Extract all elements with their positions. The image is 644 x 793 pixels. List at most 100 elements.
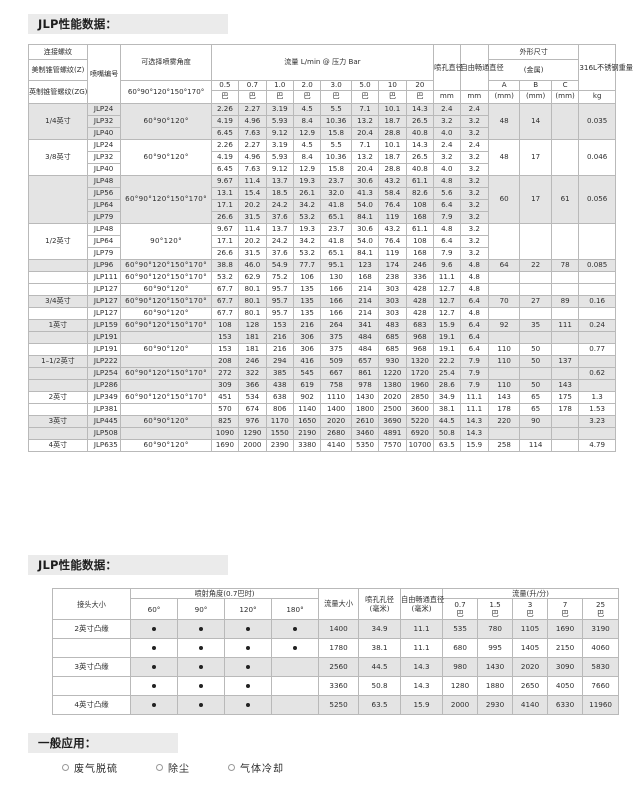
cell-flow-2: 95.7 bbox=[265, 306, 294, 320]
cell-dim-a: 92 bbox=[487, 318, 521, 332]
cell-flow-5: 41.3 bbox=[350, 186, 380, 200]
cell-dim-c bbox=[550, 306, 580, 320]
cell-dim-c: 61 bbox=[550, 174, 580, 224]
cell-connection-size: 3英寸凸缘 bbox=[52, 657, 131, 677]
cell-flow-7: 40.8 bbox=[405, 126, 435, 140]
cell-flow-0: 53.2 bbox=[210, 270, 240, 284]
cell-dim-a: 70 bbox=[487, 294, 521, 308]
cell-flow-3: 6330 bbox=[547, 695, 584, 715]
cell-angle-mark-1 bbox=[177, 676, 225, 696]
cell-angle-mark-0 bbox=[130, 638, 178, 658]
header-spray-angle-2: 喷射角度(0.7巴时) bbox=[129, 588, 320, 599]
cell-flow-2: 9.12 bbox=[265, 162, 294, 176]
cell-flow-3: 216 bbox=[292, 318, 322, 332]
cell-flow-0: 153 bbox=[210, 330, 240, 344]
cell-flow-1: 181 bbox=[238, 342, 267, 356]
cell-flow-3: 1650 bbox=[292, 414, 322, 428]
cell-flow-5: 978 bbox=[350, 378, 380, 392]
header-pressure-unit-2: 巴 bbox=[265, 89, 294, 104]
cell-nozzle-number: JLP191 bbox=[86, 330, 122, 344]
cell-flow-6: 119 bbox=[378, 210, 407, 224]
cell-flow-1: 11.4 bbox=[238, 222, 267, 236]
cell-angle-mark-2 bbox=[224, 676, 272, 696]
cell-flow-3: 135 bbox=[292, 282, 322, 296]
cell-free-pass: 15.9 bbox=[459, 438, 489, 452]
dot-marker-icon bbox=[152, 683, 156, 688]
header-weight: 316L不锈钢重量 bbox=[578, 44, 633, 91]
header-dim-c-unit: (mm) bbox=[550, 89, 580, 104]
cell-flow-7: 968 bbox=[405, 342, 435, 356]
cell-dim-a bbox=[487, 222, 521, 260]
cell-flow-5: 13.2 bbox=[350, 150, 380, 164]
header-pressure-unit-0: 巴 bbox=[210, 89, 240, 104]
cell-flow-0: 1090 bbox=[210, 426, 240, 440]
cell-flow-5: 30.6 bbox=[350, 174, 380, 188]
cell-dim-c bbox=[550, 426, 580, 440]
cell-flow-6: 3690 bbox=[378, 414, 407, 428]
table-row: JLP56 13.1 15.4 18.5 26.1 32.0 41.3 58.4 82.6 5.6… bbox=[29, 186, 616, 200]
cell-angle-mark-3 bbox=[270, 638, 320, 658]
cell-flow-2: 95.7 bbox=[265, 282, 294, 296]
cell-flow-3: 34.2 bbox=[292, 198, 322, 212]
cell-dim-b: 27 bbox=[519, 294, 552, 308]
cell-flow-1: 15.4 bbox=[238, 186, 267, 200]
header-free-pass-2-text: 自由畅通直径 bbox=[401, 594, 445, 604]
cell-flow-7: 246 bbox=[405, 258, 435, 272]
cell-dim-b bbox=[519, 282, 552, 296]
cell-dim-b: 50 bbox=[519, 354, 552, 368]
cell-dim-c bbox=[550, 222, 580, 260]
header-pressure-unit-4: 巴 bbox=[320, 89, 352, 104]
cell-flow-6: 7570 bbox=[378, 438, 407, 452]
cell-nozzle-number: JLP349 bbox=[86, 390, 122, 404]
cell-spray-angle: 60°90°120° bbox=[120, 438, 212, 452]
cell-free-pass: 2.4 bbox=[459, 102, 489, 116]
application-item-1: 除尘 bbox=[156, 760, 190, 775]
header-pressure-5: 5.0 bbox=[350, 80, 380, 91]
cell-thread-size bbox=[28, 258, 88, 272]
cell-flow-3: 53.2 bbox=[292, 210, 322, 224]
cell-flow-7: 428 bbox=[405, 282, 435, 296]
cell-weight bbox=[578, 426, 616, 440]
cell-dim-b bbox=[519, 222, 552, 260]
header-angle-90: 90° bbox=[177, 598, 225, 620]
cell-free-pass: 14.3 bbox=[400, 657, 444, 677]
cell-angle-mark-0 bbox=[130, 695, 178, 715]
cell-flow-1: 976 bbox=[238, 414, 267, 428]
cell-flow-7: 82.6 bbox=[405, 186, 435, 200]
cell-dim-a bbox=[487, 330, 521, 344]
cell-flow-2: 24.2 bbox=[265, 198, 294, 212]
header-t2-p0-unit: 巴 bbox=[456, 609, 464, 618]
dot-marker-icon bbox=[199, 645, 203, 650]
cell-flow-5: 7.1 bbox=[350, 138, 380, 152]
cell-flow-1: 4.96 bbox=[238, 114, 267, 128]
cell-spray-angle: 60°90°120°150°170° bbox=[120, 174, 212, 224]
table-row: JLP79 26.6 31.5 37.6 53.2 65.1 84.1 119 168 7.9 3.… bbox=[29, 246, 616, 260]
cell-flow-4: 166 bbox=[320, 294, 352, 308]
cell-flow-6: 238 bbox=[378, 270, 407, 284]
dot-marker-icon bbox=[246, 702, 250, 707]
cell-flow-3: 4.5 bbox=[292, 138, 322, 152]
cell-flow-6: 10.1 bbox=[378, 138, 407, 152]
header-pressure-unit-6: 巴 bbox=[378, 89, 407, 104]
cell-orifice: 12.7 bbox=[433, 294, 461, 308]
cell-flow-5: 30.6 bbox=[350, 222, 380, 236]
cell-orifice: 4.8 bbox=[433, 174, 461, 188]
cell-angle-mark-0 bbox=[130, 619, 178, 639]
cell-flow-5: 54.0 bbox=[350, 234, 380, 248]
cell-flow-7: 14.3 bbox=[405, 138, 435, 152]
table-row: 1/4英寸 JLP24 60°90°120° 2.26 2.27 3.19 4.5 5.5 7.… bbox=[28, 102, 616, 140]
header-t2-p2-val: 3 bbox=[527, 600, 533, 609]
cell-flow-1: 534 bbox=[238, 390, 267, 404]
section3-heading-band: 一般应用： bbox=[28, 733, 178, 753]
cell-nozzle-number: JLP64 bbox=[86, 198, 122, 212]
header-free-pass-2: 自由畅通直径 (毫米) bbox=[400, 588, 445, 620]
cell-dim-a bbox=[487, 270, 521, 284]
header-flow-size-label: 流量大小 bbox=[324, 599, 353, 609]
cell-spray-angle: 60°90°120°150°170° bbox=[120, 270, 212, 284]
cell-flow-4: 5830 bbox=[582, 657, 620, 677]
cell-free-pass: 3.2 bbox=[459, 126, 489, 140]
cell-flow-4: 32.0 bbox=[320, 186, 352, 200]
cell-flow-0: 26.6 bbox=[210, 246, 240, 260]
